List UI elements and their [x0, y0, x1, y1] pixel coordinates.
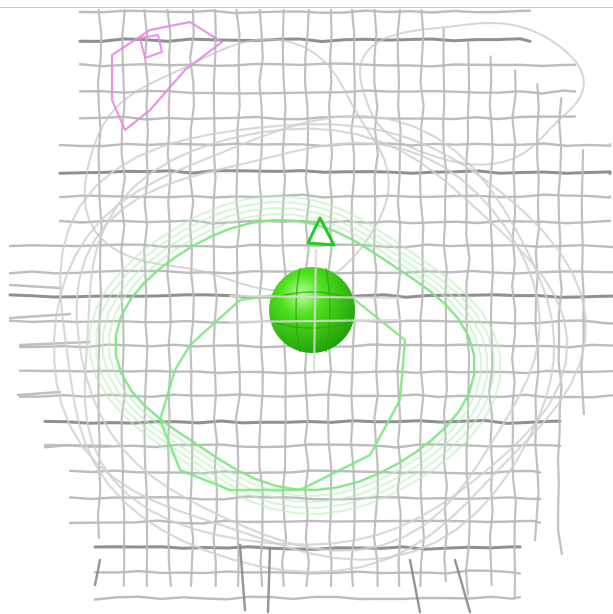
mesh-shell-contour — [52, 114, 556, 561]
mesh-column-line — [96, 8, 103, 540]
mesh-foreground-line — [312, 248, 318, 372]
mesh-tail-line — [453, 558, 472, 614]
mesh-row-line — [18, 369, 613, 375]
mesh-row-line — [78, 62, 577, 68]
mesh-column-line — [556, 96, 564, 556]
mesh-row-line — [78, 37, 532, 43]
ligand-contour-line — [95, 201, 495, 509]
mesh-tail-line — [93, 558, 102, 587]
mesh-row-line — [43, 443, 562, 449]
mesh-column-line — [166, 8, 172, 588]
mesh-row-line — [93, 595, 522, 601]
mesh-shell-contour — [75, 141, 541, 552]
mesh-tail-line — [238, 543, 247, 612]
mesh-column-line — [488, 55, 494, 586]
mesh-column-line — [189, 8, 195, 588]
mesh-column-line — [533, 83, 541, 542]
mesh-edge-line — [16, 390, 62, 397]
ligand-contour-line — [88, 195, 502, 515]
pink-contour-line — [139, 34, 163, 59]
mesh-column-line — [510, 69, 518, 600]
mesh-column-line — [464, 41, 471, 596]
mesh-row-line — [68, 469, 542, 475]
mesh-edge-line — [8, 283, 62, 290]
mesh-foreground-lines — [93, 248, 472, 614]
sphere-latitude — [271, 321, 353, 329]
mesh-row-line — [58, 193, 612, 199]
mesh-shell-contour — [83, 127, 569, 546]
mesh-column-line — [418, 8, 425, 588]
pink-contour-line — [110, 20, 224, 132]
mesh-column-line — [143, 8, 149, 588]
ligand-contour-line — [114, 218, 476, 492]
mesh-column-line — [234, 8, 241, 588]
mesh-row-line — [58, 169, 612, 175]
mesh-column-line — [580, 148, 586, 416]
mesh-edge-line — [8, 312, 72, 320]
mesh-row-line — [78, 89, 577, 95]
ion-sphere — [269, 267, 355, 353]
top-divider — [0, 7, 613, 8]
mesh-edge-line — [43, 443, 112, 448]
ligand-density-contour — [88, 195, 502, 515]
mesh-tail-line — [408, 558, 422, 614]
ligand-contour-line — [101, 207, 489, 503]
mesh-shell-contour — [59, 123, 587, 574]
ligand-marker — [306, 216, 336, 247]
ligand-contour-line — [108, 213, 482, 497]
mesh-row-line — [68, 495, 542, 501]
mesh-row-line — [58, 219, 612, 225]
sphere-meridian — [295, 267, 301, 353]
mesh-column-line — [212, 8, 219, 588]
mesh-tail-line — [266, 546, 272, 614]
mesh-row-line — [18, 393, 613, 399]
mesh-row-line — [68, 519, 542, 525]
sphere-body — [269, 267, 355, 353]
sphere-meridian — [325, 267, 331, 353]
mesh-row-line — [93, 569, 522, 575]
mesh-row-line — [78, 9, 532, 15]
negative-density-contour — [110, 20, 224, 132]
mesh-shell-contour — [359, 22, 585, 166]
